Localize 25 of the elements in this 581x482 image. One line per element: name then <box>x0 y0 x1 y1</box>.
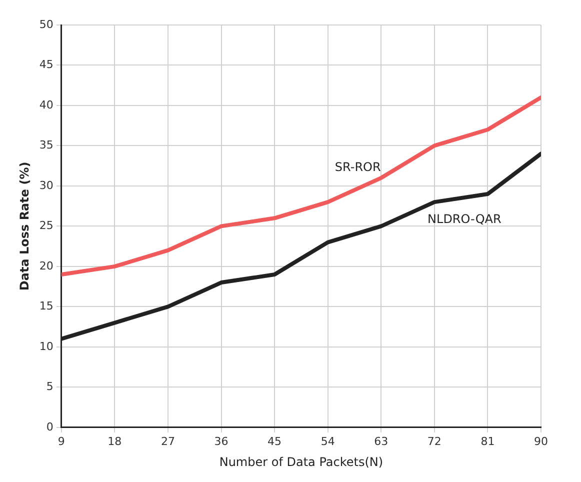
x-tick-label: 36 <box>214 434 228 448</box>
x-tick-label: 54 <box>320 434 335 448</box>
x-axis-title: Number of Data Packets(N) <box>219 454 384 469</box>
y-tick-label: 45 <box>39 58 54 72</box>
x-tick-label: 81 <box>480 434 495 448</box>
series-label: NLDRO-QAR <box>428 212 502 226</box>
y-tick-label: 0 <box>46 420 54 434</box>
y-tick-label: 15 <box>39 300 54 313</box>
x-tick-label: 18 <box>108 434 122 448</box>
y-tick-label: 5 <box>46 380 54 394</box>
series-label: SR-ROR <box>334 160 381 174</box>
x-tick-label: 27 <box>160 434 175 448</box>
x-tick-label: 72 <box>427 434 442 448</box>
x-tick-label: 9 <box>58 434 65 448</box>
x-tick-label: 63 <box>374 434 388 448</box>
y-tick-label: 40 <box>39 98 54 112</box>
y-tick-label: 20 <box>39 259 54 272</box>
x-tick-label: 90 <box>534 434 548 448</box>
x-tick-label: 45 <box>268 434 282 448</box>
y-tick-label: 25 <box>39 219 54 232</box>
y-tick-label: 35 <box>39 138 54 152</box>
y-tick-label: 50 <box>39 18 54 31</box>
y-tick-label: 30 <box>39 178 54 192</box>
y-tick-label: 10 <box>39 340 54 353</box>
y-axis-title: Data Loss Rate (%) <box>17 162 32 291</box>
